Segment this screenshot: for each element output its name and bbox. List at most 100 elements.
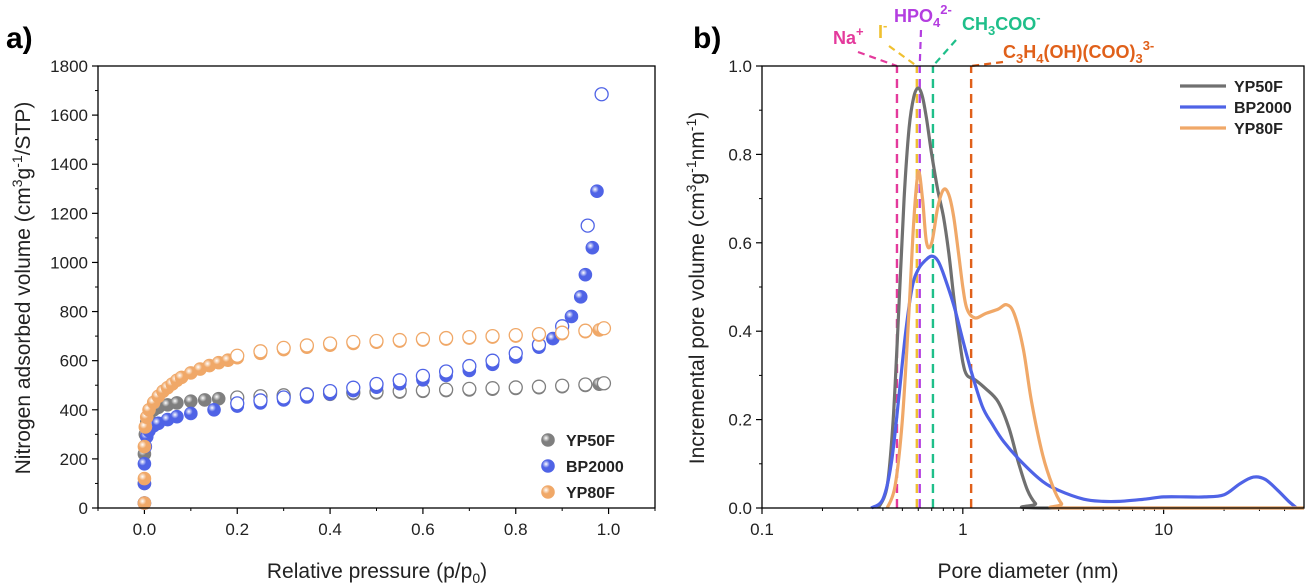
legend-marker-yp80f (541, 485, 555, 499)
desorption-point (230, 348, 245, 363)
panel-a-y-tick-label: 0 (79, 499, 88, 518)
desorption-point (322, 336, 338, 351)
panel-b-ylabel-main: Incremental pore volume (cm (686, 192, 709, 464)
legend-marker-bp2000 (541, 459, 555, 473)
panel-b-plot-frame (761, 65, 1305, 509)
desorption-point (369, 376, 384, 392)
desorption-point (462, 358, 477, 374)
panel-b-line-yp80f (885, 170, 1304, 510)
legend-label-yp50f: YP50F (1234, 79, 1283, 96)
panel-b-y-tick-label: 0.0 (728, 499, 752, 518)
adsorption-point (207, 402, 221, 417)
legend-label-yp80f: YP80F (566, 485, 615, 502)
ion-label: I- (878, 18, 887, 42)
panel-b-ylabel-sup1: 3 (683, 184, 699, 192)
ion-marker: C3H4(OH)(COO)33- (969, 38, 1154, 508)
ion-leader-line (918, 29, 923, 67)
panel-b-x-tick-label: 0.1 (750, 520, 774, 539)
desorption-point (594, 87, 609, 102)
ion-marker: CH3COO- (931, 10, 1041, 508)
desorption-point (392, 332, 407, 348)
panel-a-letter: a) (6, 22, 33, 55)
panel-b-ylabel-end: ) (686, 112, 709, 119)
desorption-point (415, 368, 431, 384)
adsorption-point (197, 393, 212, 407)
adsorption-point (137, 439, 152, 454)
panel-a-y-tick-label: 1000 (50, 253, 88, 272)
ion-label: CH3COO- (962, 10, 1041, 38)
panel-a-y-tick-label: 1800 (50, 57, 88, 76)
panel-a-series-yp80f (137, 321, 612, 510)
desorption-point (438, 382, 454, 397)
ion-leader-line (857, 50, 898, 68)
desorption-point (276, 340, 291, 356)
desorption-point (555, 325, 570, 340)
panel-a-x-tick-label: 0.0 (133, 520, 157, 539)
legend-label-bp2000: BP2000 (1234, 100, 1292, 117)
panel-a-ylabel-sup2: -1 (9, 155, 25, 168)
panel-a-y-axis-title: Nitrogen adsorbed volume (cm3g-1/STP) (9, 102, 35, 475)
adsorption-point (590, 184, 604, 199)
panel-b-ylabel-sup3: -1 (683, 119, 699, 132)
adsorption-point (573, 290, 588, 304)
desorption-point (462, 329, 477, 345)
desorption-point (508, 380, 523, 395)
desorption-point (392, 373, 407, 388)
desorption-point (322, 383, 338, 399)
panel-a-x-tick-label: 0.6 (411, 520, 435, 539)
panel-b-y-axis-title: Incremental pore volume (cm3g-1nm-1) (683, 112, 709, 465)
panel-a-ylabel-main: Nitrogen adsorbed volume (cm (12, 187, 35, 474)
panel-b-y-tick-label: 0.6 (728, 234, 752, 253)
panel-b-x-tick-label: 10 (1154, 520, 1173, 539)
desorption-point (299, 387, 315, 402)
desorption-point (531, 326, 547, 342)
panel-a-x-axis-title: Relative pressure (p/p0) (267, 560, 487, 585)
legend-label-yp50f: YP50F (566, 433, 615, 450)
panel-a-xlabel-main: Relative pressure (p/p (267, 560, 472, 583)
ion-label: Na+ (833, 24, 864, 48)
legend-label-bp2000: BP2000 (566, 459, 624, 476)
panel-b-y-tick-label: 0.4 (728, 322, 752, 341)
ion-leader-line (888, 45, 918, 67)
legend-label-yp80f: YP80F (1234, 121, 1283, 138)
ion-leader-line (970, 60, 1004, 68)
desorption-point (415, 331, 431, 347)
panel-a-plot-frame (97, 65, 656, 509)
adsorption-point (184, 394, 198, 408)
desorption-point (438, 364, 454, 379)
panel-a-y-tick-label: 600 (60, 352, 88, 371)
desorption-point (462, 381, 477, 397)
panel-b-y-tick-label: 0.8 (728, 145, 752, 164)
panel-a-y-tick-label: 1600 (50, 106, 88, 125)
panel-b-ticks (756, 65, 1286, 514)
panel-b-y-tick-labels: 0.0 0.2 0.4 0.6 0.8 1.0 (728, 57, 752, 518)
panel-b-letter: b) (693, 22, 721, 55)
panel-b-x-tick-label: 1 (958, 520, 967, 539)
desorption-point (253, 344, 268, 359)
adsorption-point (578, 267, 593, 282)
panel-a-legend: YP50F BP2000 YP80F (541, 433, 624, 502)
desorption-point (346, 334, 361, 350)
panel-b-x-tick-labels: 0.1 1 10 (750, 520, 1173, 539)
desorption-point (596, 376, 612, 391)
desorption-point (578, 323, 593, 338)
panel-a-x-tick-label: 1.0 (597, 520, 621, 539)
panel-a-y-tick-label: 400 (60, 401, 88, 420)
panel-a-y-tick-labels: 0 200 400 600 800 1000 1200 1400 1600 1800 (50, 57, 88, 518)
ion-label: C3H4(OH)(COO)33- (1003, 38, 1154, 66)
desorption-point (485, 381, 500, 396)
ion-leader-line (932, 39, 957, 67)
panel-b-ylabel-mid2: nm (686, 131, 709, 160)
panel-b-y-tick-label: 1.0 (728, 57, 752, 76)
panel-a-xlabel-end: ) (480, 560, 487, 583)
desorption-point (578, 377, 593, 392)
panel-a-ylabel-end: /STP) (12, 102, 35, 156)
panel-b-y-tick-label: 0.2 (728, 411, 752, 430)
ion-label: HPO42- (894, 2, 952, 30)
panel-a-x-tick-label: 0.4 (318, 520, 342, 539)
panel-b-ylabel-sup2: -1 (683, 160, 699, 173)
adsorption-point (137, 471, 152, 486)
panel-a-series-yp50f (137, 376, 612, 510)
desorption-point (253, 393, 268, 408)
desorption-point (485, 353, 500, 368)
